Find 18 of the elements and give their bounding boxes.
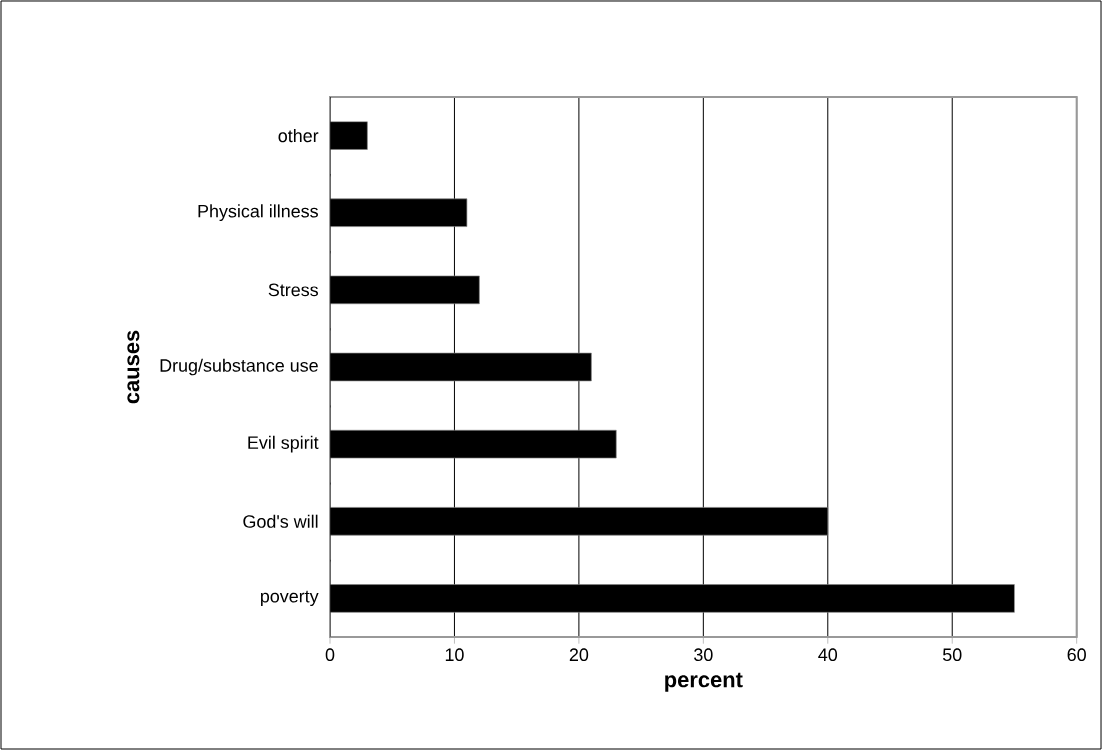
bar — [330, 121, 368, 150]
x-tick-label: 20 — [569, 648, 589, 662]
bar — [330, 352, 592, 382]
x-tick-label: 10 — [445, 648, 464, 662]
y-tick-label: Stress — [268, 283, 318, 297]
y-tick-label: Physical illness — [198, 204, 318, 222]
y-tick-label: Drug/substance use — [160, 358, 318, 376]
x-tick-label: 0 — [325, 648, 335, 662]
y-tick-label: God's will — [243, 514, 318, 528]
x-tick-label: 40 — [818, 648, 838, 662]
x-tick-label: 50 — [942, 648, 962, 662]
x-tick-label: 30 — [694, 648, 713, 662]
y-axis-title: causes — [127, 330, 140, 404]
y-tick-label: other — [278, 128, 319, 143]
y-tick-label: Evil spirit — [248, 435, 319, 453]
x-axis-title: percent — [665, 672, 743, 692]
x-tick-label: 60 — [1067, 648, 1086, 662]
y-tick-label: poverty — [260, 590, 319, 607]
